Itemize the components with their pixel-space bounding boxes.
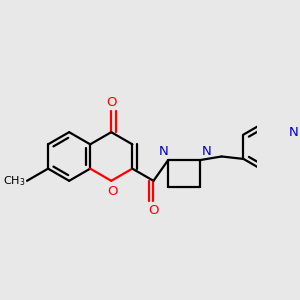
Text: O: O (107, 185, 117, 198)
Text: O: O (106, 96, 116, 109)
Text: N: N (289, 127, 298, 140)
Text: N: N (202, 145, 212, 158)
Text: N: N (159, 145, 169, 158)
Text: CH$_3$: CH$_3$ (3, 174, 26, 188)
Text: O: O (148, 204, 159, 217)
